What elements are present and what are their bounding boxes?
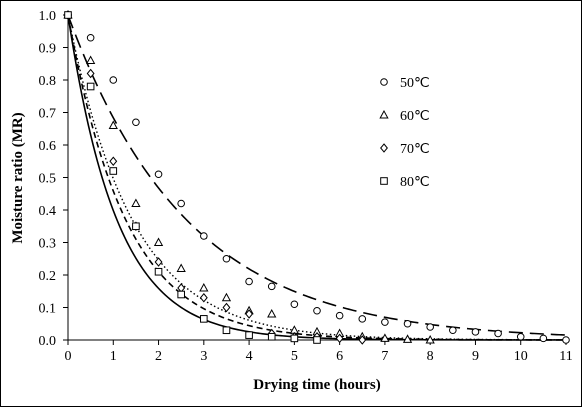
x-tick-label: 7	[381, 349, 388, 364]
y-tick-label: 0.7	[39, 107, 57, 122]
x-tick-label: 11	[559, 349, 572, 364]
data-point-series-3	[199, 292, 208, 303]
legend-marker-series-1	[380, 78, 388, 86]
data-point-series-1	[245, 277, 253, 286]
fit-line-series-3	[67, 14, 566, 341]
data-point-series-1	[562, 336, 570, 344]
data-point-series-1	[267, 282, 276, 291]
data-point-series-2	[108, 120, 118, 129]
data-point-series-2	[221, 292, 232, 302]
data-point-series-4	[245, 331, 253, 339]
y-tick-label: 0.5	[39, 172, 57, 187]
data-point-series-1	[222, 254, 231, 263]
fit-line-series-1	[67, 14, 567, 336]
data-point-series-1	[86, 33, 95, 42]
data-point-series-1	[381, 318, 389, 326]
legend-marker-series-4	[380, 177, 388, 185]
data-point-series-1	[494, 329, 502, 338]
data-point-series-1	[335, 311, 344, 320]
data-point-series-2	[425, 334, 435, 344]
y-tick-label: 0.9	[39, 42, 57, 57]
data-point-series-2	[380, 333, 390, 342]
data-point-series-1	[109, 76, 118, 84]
legend-label-series-3: 70℃	[400, 142, 430, 157]
data-point-series-4	[313, 336, 321, 344]
data-point-series-4	[132, 222, 140, 231]
legend-label-series-2: 60℃	[400, 109, 430, 124]
y-tick-label: 0.8	[39, 74, 57, 89]
data-point-series-2	[199, 282, 209, 292]
y-tick-label: 0.4	[39, 204, 57, 219]
x-tick-label: 0	[65, 349, 72, 364]
legend-label-series-4: 80℃	[400, 175, 430, 190]
data-point-series-4	[222, 326, 231, 335]
y-axis-title: Moisture ratio (MR)	[10, 112, 26, 243]
data-point-series-1	[426, 323, 434, 331]
data-point-series-1	[200, 232, 208, 240]
data-point-series-3	[222, 302, 231, 313]
data-point-series-2	[176, 263, 186, 272]
axes	[67, 15, 566, 341]
data-point-series-4	[200, 315, 208, 323]
data-point-series-3	[245, 309, 254, 319]
data-point-series-4	[64, 11, 72, 19]
data-point-series-4	[109, 167, 118, 175]
legend-marker-series-3	[380, 143, 388, 153]
data-point-series-1	[313, 306, 321, 315]
y-tick-label: 0.1	[39, 302, 57, 317]
data-point-series-1	[358, 315, 367, 323]
data-point-series-4	[267, 332, 276, 341]
y-tick-label: 0.2	[39, 269, 57, 284]
data-point-series-4	[290, 334, 299, 343]
x-tick-label: 5	[291, 349, 298, 364]
data-point-series-4	[154, 267, 163, 276]
x-tick-label: 8	[427, 349, 434, 364]
data-point-series-2	[131, 198, 141, 207]
x-tick-label: 6	[336, 349, 343, 364]
y-tick-label: 0.0	[39, 334, 57, 349]
data-point-series-1	[403, 319, 412, 328]
fit-lines	[67, 14, 567, 341]
fit-line-series-4	[67, 14, 566, 341]
data-point-series-1	[449, 326, 457, 335]
data-point-series-1	[154, 170, 163, 179]
data-point-series-1	[539, 334, 548, 343]
y-tick-label: 0.6	[39, 139, 57, 154]
y-tick-label: 1.0	[39, 9, 57, 24]
fit-line-series-2	[67, 14, 566, 341]
data-point-series-3	[109, 156, 118, 167]
data-point-series-2	[153, 237, 164, 246]
data-point-series-2	[402, 334, 413, 343]
data-point-series-2	[85, 55, 96, 64]
data-point-series-3	[358, 335, 367, 345]
data-point-series-1	[290, 300, 299, 309]
data-point-series-1	[132, 118, 140, 127]
legend: 50℃ 60℃ 70℃ 80℃	[379, 76, 430, 190]
x-tick-label: 10	[514, 349, 528, 364]
x-tick-label: 3	[200, 349, 207, 364]
x-tick-label: 4	[246, 349, 253, 364]
legend-marker-series-2	[379, 109, 389, 119]
data-point-series-3	[154, 257, 163, 267]
x-tick-label: 1	[110, 349, 117, 364]
x-tick-label: 9	[472, 349, 479, 364]
data-point-series-1	[177, 199, 185, 208]
data-point-series-1	[516, 332, 525, 341]
data-point-series-3	[335, 333, 344, 344]
data-point-series-4	[177, 290, 185, 299]
x-tick-label: 2	[155, 349, 162, 364]
data-point-series-4	[86, 82, 95, 91]
x-axis-title: Drying time (hours)	[253, 377, 381, 393]
data-point-series-3	[86, 68, 95, 79]
legend-label-series-1: 50℃	[400, 76, 430, 91]
data-point-series-1	[471, 328, 480, 336]
data-point-series-2	[267, 308, 277, 318]
y-tick-label: 0.3	[39, 237, 57, 252]
data-points	[63, 9, 570, 345]
y-ticks: 0.0 0.1 0.2 0.3 0.4 0.5 0.6 0.7 0.8 0.9 1.0	[39, 9, 68, 349]
